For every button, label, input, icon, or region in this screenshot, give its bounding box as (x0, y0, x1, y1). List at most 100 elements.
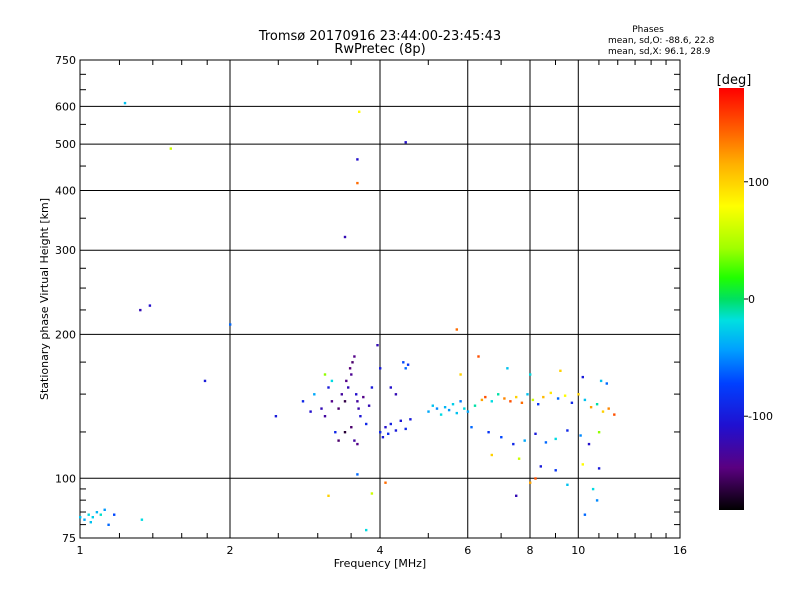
echo-point (356, 400, 359, 403)
echo-point (581, 463, 584, 466)
x-tick-label: 6 (464, 544, 471, 557)
echo-point (497, 393, 500, 396)
echo-point (599, 379, 603, 383)
echo-point (107, 523, 110, 526)
echo-point (389, 386, 392, 389)
echo-point (509, 400, 512, 403)
echo-point (351, 361, 354, 364)
x-tick-label: 16 (673, 544, 687, 557)
y-tick-label: 600 (55, 100, 76, 113)
echo-point (113, 513, 116, 516)
echo-point (367, 404, 371, 407)
echo-point (439, 413, 443, 416)
echo-point (544, 441, 548, 444)
echo-point (274, 415, 278, 418)
echo-point (381, 436, 385, 439)
echo-point (357, 407, 360, 410)
echo-point (229, 323, 232, 326)
echo-point (356, 473, 359, 476)
echo-point (542, 395, 545, 399)
echo-point (148, 304, 152, 307)
echo-point (362, 395, 365, 399)
echo-point (539, 465, 542, 468)
echo-point (583, 398, 587, 402)
echo-point (370, 492, 374, 495)
echo-point (480, 398, 484, 402)
echo-point (517, 457, 521, 460)
echo-point (323, 415, 327, 418)
echo-point (355, 393, 358, 396)
colorbar-tick-label: -100 (748, 410, 773, 423)
echo-point (376, 344, 379, 347)
echo-point (334, 431, 337, 434)
echo-point (330, 400, 334, 403)
y-tick-label: 750 (55, 54, 76, 67)
echo-point (566, 429, 569, 432)
echo-point (313, 393, 316, 396)
echo-point (531, 398, 535, 402)
echo-point (570, 401, 574, 404)
echo-point (356, 158, 359, 161)
x-axis-ticks: 1 2 4 6 8 10 16 (77, 544, 688, 557)
echo-point (79, 516, 82, 519)
echo-point (99, 513, 102, 516)
echo-point (607, 407, 610, 410)
echo-point (534, 432, 537, 435)
echo-point (345, 379, 348, 383)
echo-point (203, 379, 207, 383)
colorbar-ticks: 100 0 -100 (744, 176, 773, 423)
echo-point (595, 403, 599, 406)
echo-point (350, 426, 353, 429)
phase-colorbar (719, 88, 744, 510)
echo-point (563, 394, 567, 397)
echo-point (520, 401, 524, 404)
echo-point (506, 367, 509, 370)
chart-title-line2: RwPretec (8p) (334, 42, 425, 57)
echo-point (389, 422, 392, 426)
phase-stats-o: mean, sd,O: -88.6, 22.8 (608, 36, 715, 46)
colorbar-tick-label: 0 (748, 293, 755, 306)
echo-point (589, 406, 593, 409)
echo-point (340, 393, 343, 396)
echo-point (95, 511, 99, 514)
echo-point (591, 487, 595, 491)
y-axis-ticks: 75 100 200 300 400 500 600 750 (55, 54, 76, 545)
echo-point (455, 411, 458, 415)
echo-point (358, 110, 361, 113)
y-tick-label: 300 (55, 244, 76, 257)
echo-point (91, 516, 94, 519)
colorbar-unit-label: [deg] (717, 73, 752, 88)
echo-point (447, 408, 451, 412)
echo-point (459, 400, 462, 403)
echo-point (409, 418, 412, 421)
echo-point (451, 403, 455, 406)
echo-point (394, 429, 398, 432)
echo-point (587, 442, 591, 446)
echo-point (301, 400, 305, 403)
echo-point (348, 367, 352, 370)
echo-point (487, 431, 490, 434)
echo-point (356, 442, 359, 446)
echo-point (320, 407, 323, 410)
colorbar-tick-label: 100 (748, 176, 769, 189)
echo-point (83, 518, 86, 521)
echo-point (490, 453, 493, 457)
echo-point (595, 499, 599, 502)
echo-point (343, 431, 347, 434)
echo-point (327, 386, 330, 389)
echo-point (350, 373, 353, 376)
echo-point (515, 395, 518, 399)
echo-point (394, 393, 398, 396)
echo-point (359, 415, 362, 418)
echo-point (523, 439, 526, 442)
echo-point (353, 355, 356, 358)
echo-point (466, 410, 470, 413)
echo-point (526, 393, 529, 396)
echo-point (601, 410, 605, 413)
x-axis-label: Frequency [MHz] (334, 557, 426, 570)
x-tick-label: 2 (227, 544, 234, 557)
echo-point (477, 355, 480, 358)
echo-point (139, 308, 142, 312)
echo-point (89, 521, 92, 524)
